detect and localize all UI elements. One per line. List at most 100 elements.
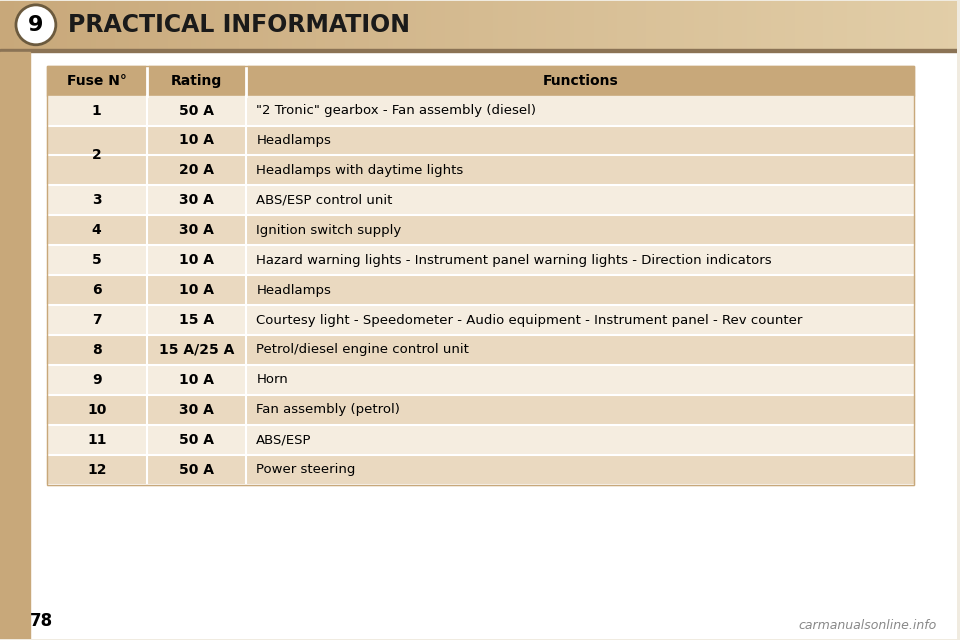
Bar [517, 1, 523, 49]
Text: 15 A: 15 A [179, 313, 214, 327]
Bar [47, 365, 915, 395]
Bar [479, 1, 485, 49]
Bar [943, 1, 948, 49]
Text: Rating: Rating [171, 74, 222, 88]
Text: 3: 3 [92, 193, 102, 207]
Bar [771, 1, 777, 49]
Text: 10 A: 10 A [179, 373, 214, 387]
Bar [526, 1, 532, 49]
Bar [660, 1, 666, 49]
Text: Functions: Functions [542, 74, 618, 88]
Text: 30 A: 30 A [179, 223, 214, 237]
Bar [147, 156, 915, 186]
Bar [147, 125, 915, 156]
Bar [47, 186, 915, 215]
Bar [612, 1, 618, 49]
Bar [747, 1, 753, 49]
Bar [287, 1, 293, 49]
Text: 10 A: 10 A [179, 134, 214, 147]
Bar [938, 1, 944, 49]
Bar [354, 1, 360, 49]
Bar [728, 1, 733, 49]
Bar [814, 1, 820, 49]
Text: Headlamps: Headlamps [256, 134, 331, 147]
Bar [340, 1, 346, 49]
Bar [493, 1, 499, 49]
Bar [225, 1, 230, 49]
Bar [163, 1, 169, 49]
Bar [47, 66, 915, 95]
Bar [670, 1, 676, 49]
Text: 10 A: 10 A [179, 253, 214, 267]
Bar [627, 1, 633, 49]
Bar [47, 215, 915, 245]
Bar [393, 1, 398, 49]
Bar [732, 1, 738, 49]
Bar [53, 1, 59, 49]
Bar [489, 1, 494, 49]
Bar [928, 1, 934, 49]
Bar [579, 1, 585, 49]
Bar [273, 1, 278, 49]
Bar [229, 1, 235, 49]
Bar [62, 1, 68, 49]
Bar [158, 1, 164, 49]
Bar [263, 1, 269, 49]
Bar [191, 1, 197, 49]
Bar [48, 1, 54, 49]
Text: Headlamps: Headlamps [256, 284, 331, 296]
Bar [545, 1, 551, 49]
Text: 15 A/25 A: 15 A/25 A [158, 343, 234, 357]
Bar [828, 1, 834, 49]
Bar [460, 1, 466, 49]
Text: Fan assembly (petrol): Fan assembly (petrol) [256, 403, 400, 416]
Bar [890, 1, 896, 49]
Bar [450, 1, 456, 49]
Bar [455, 1, 461, 49]
Bar [636, 1, 642, 49]
Bar [555, 1, 561, 49]
Bar [646, 1, 652, 49]
Bar [47, 245, 915, 275]
Bar [766, 1, 772, 49]
Bar [47, 454, 915, 484]
Bar [536, 1, 541, 49]
Bar [761, 1, 767, 49]
Bar [149, 1, 155, 49]
Bar [421, 1, 427, 49]
Bar [474, 1, 480, 49]
Bar [130, 1, 135, 49]
Bar [47, 275, 915, 305]
Bar [550, 1, 556, 49]
Bar [144, 1, 150, 49]
Bar [503, 1, 509, 49]
Bar [91, 1, 97, 49]
Bar [244, 1, 250, 49]
Bar [426, 1, 432, 49]
Bar [277, 1, 283, 49]
Bar [498, 1, 504, 49]
Text: ABS/ESP control unit: ABS/ESP control unit [256, 194, 393, 207]
Bar [0, 49, 957, 52]
Text: Petrol/diesel engine control unit: Petrol/diesel engine control unit [256, 344, 469, 356]
Text: 11: 11 [87, 433, 107, 447]
Bar [0, 52, 30, 639]
Bar [436, 1, 442, 49]
Text: 10 A: 10 A [179, 283, 214, 297]
Bar [756, 1, 762, 49]
Text: Fuse N°: Fuse N° [67, 74, 127, 88]
Text: Power steering: Power steering [256, 463, 355, 476]
Bar [321, 1, 326, 49]
Bar [895, 1, 900, 49]
Bar [684, 1, 690, 49]
Bar [617, 1, 623, 49]
Bar [862, 1, 868, 49]
Text: 50 A: 50 A [179, 463, 214, 477]
Bar [47, 305, 915, 335]
Bar [445, 1, 451, 49]
Bar [540, 1, 546, 49]
Bar [952, 1, 958, 49]
Bar [800, 1, 805, 49]
Bar [876, 1, 881, 49]
Bar [249, 1, 254, 49]
